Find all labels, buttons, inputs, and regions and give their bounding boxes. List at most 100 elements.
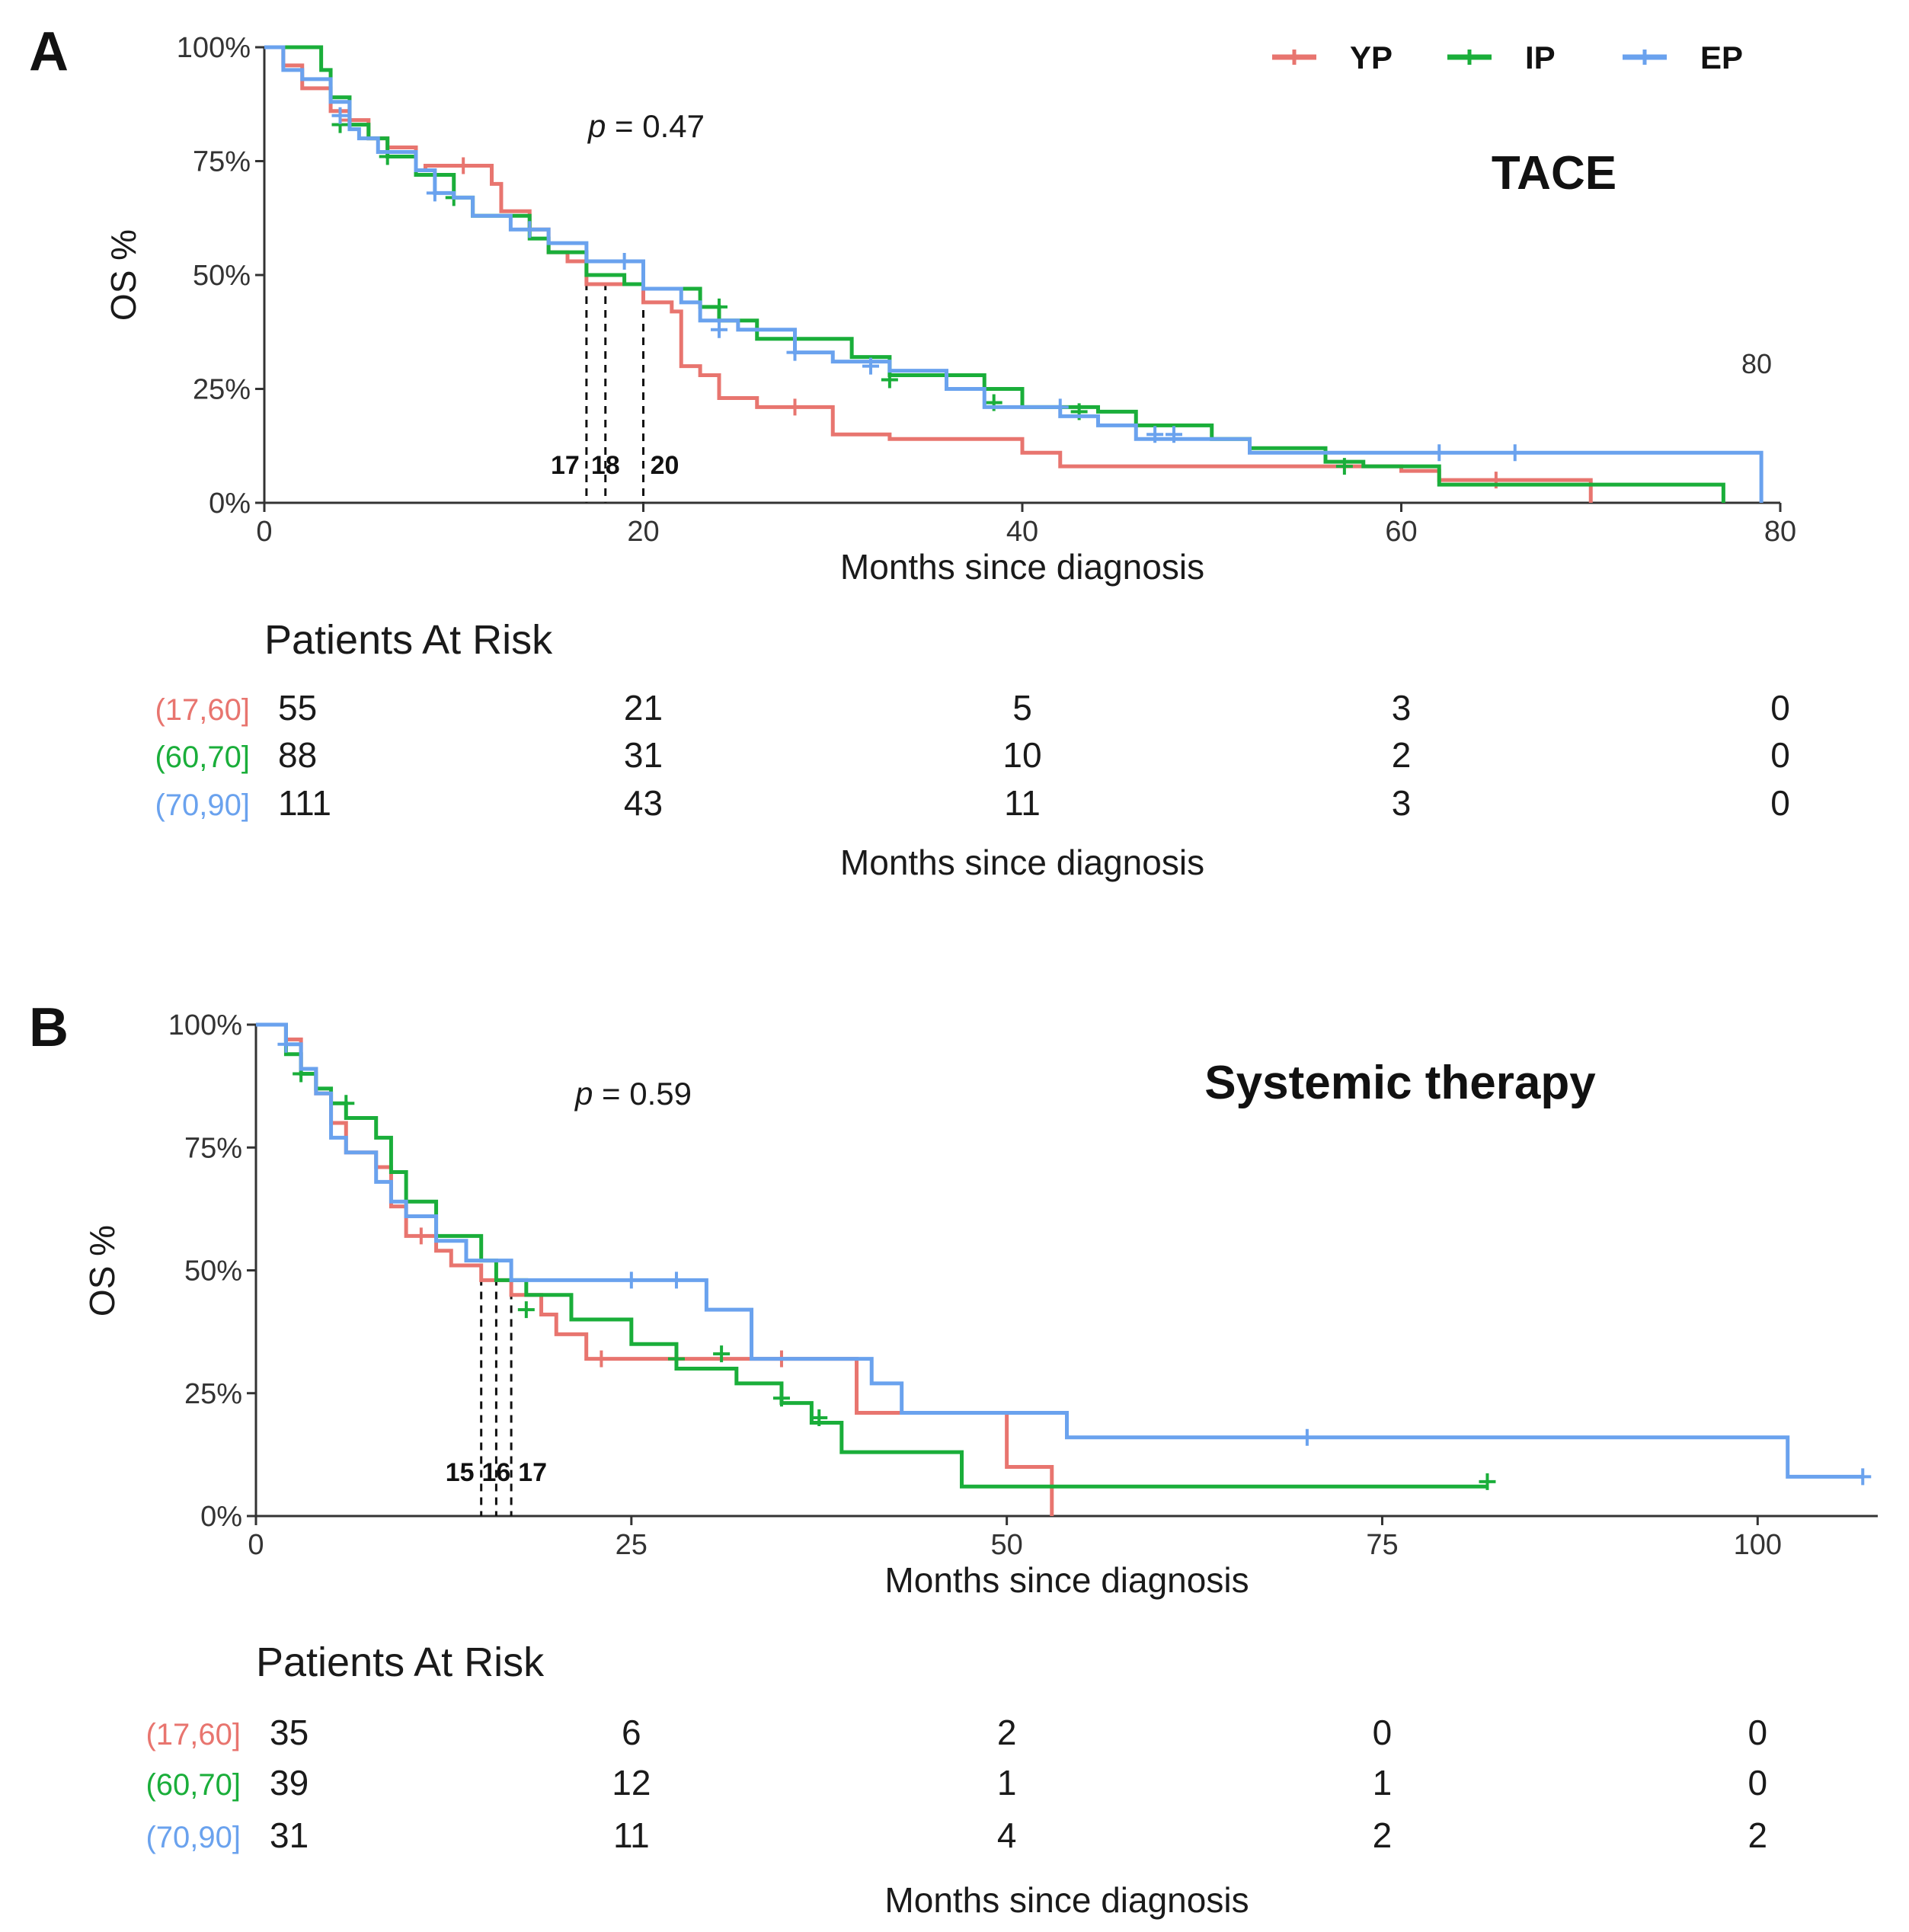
censor-mark [786, 398, 804, 416]
y-tick-label: 100% [168, 1009, 242, 1041]
x-tick-label: 20 [627, 516, 659, 548]
risk-count: 2 [997, 1713, 1017, 1752]
survival-curve-ep [264, 45, 1764, 503]
censor-mark [811, 1409, 828, 1426]
censor-mark [1854, 1468, 1872, 1486]
y-tick-label: 75% [184, 1132, 242, 1164]
risk-count: 3 [1392, 783, 1412, 823]
risk-count: 11 [613, 1815, 650, 1855]
censor-mark [455, 157, 472, 174]
risk-count: 6 [622, 1713, 641, 1752]
risk-count: 0 [1770, 688, 1790, 728]
risk-count: 21 [624, 688, 663, 728]
risk-count: 88 [278, 735, 317, 775]
censor-mark [277, 1035, 295, 1053]
y-axis-title: OS % [82, 1225, 122, 1316]
censor-mark [1335, 458, 1353, 475]
y-tick-label: 0% [209, 488, 251, 520]
risk-count: 31 [624, 735, 663, 775]
risk-row-label: (17,60] [145, 1718, 241, 1751]
censor-mark [667, 1350, 685, 1367]
censor-mark [713, 1345, 731, 1363]
risk-count: 0 [1748, 1713, 1767, 1752]
censor-mark [1166, 426, 1182, 443]
y-tick-label: 50% [193, 260, 251, 292]
censor-mark [337, 1095, 355, 1112]
risk-count: 0 [1770, 783, 1790, 823]
risk-row-label: (60,70] [155, 740, 250, 774]
risk-count: 1 [997, 1763, 1017, 1802]
risk-count: 2 [1373, 1815, 1393, 1855]
median-label: 17 [518, 1458, 547, 1487]
plot-title: Systemic therapy [1204, 1057, 1596, 1109]
censor-mark [862, 357, 879, 375]
legend: YP IP EP [1272, 40, 1743, 75]
censor-mark [772, 1390, 790, 1407]
risk-count: 0 [1770, 735, 1790, 775]
median-label: 20 [651, 451, 680, 480]
survival-curve-yp [264, 45, 1593, 503]
risk-table-title: Patients At Risk [256, 1639, 545, 1685]
risk-row-yp: (17,60] 55 21 5 3 0 [155, 688, 1789, 728]
x-tick-label: 25 [616, 1529, 648, 1561]
x-tick-label: 80 [1764, 516, 1796, 548]
censor-mark [1479, 1473, 1496, 1490]
risk-count: 12 [612, 1763, 651, 1802]
y-tick-label: 50% [184, 1255, 242, 1287]
risk-count: 4 [997, 1815, 1017, 1855]
p-value-number: = 0.47 [606, 108, 705, 144]
risk-count: 31 [270, 1815, 309, 1855]
series-ep [256, 1022, 1872, 1486]
risk-count: 0 [1373, 1713, 1393, 1752]
series-ip [264, 45, 1725, 503]
legend-label: EP [1700, 40, 1743, 75]
median-label: 17 [551, 451, 580, 480]
risk-count: 10 [1002, 735, 1041, 775]
plot-title: TACE [1492, 147, 1616, 200]
censor-mark [593, 1350, 610, 1367]
risk-table: Patients At Risk(17,60] 35 6 2 0 0(60,70] 39 12… [145, 1639, 1767, 1920]
survival-curve-ep [256, 1022, 1863, 1479]
risk-count: 55 [278, 688, 317, 728]
risk-row-ip: (60,70] 39 12 1 1 0 [145, 1763, 1767, 1802]
censor-mark [412, 1227, 430, 1245]
risk-row-label: (17,60] [155, 693, 250, 727]
y-tick-label: 0% [200, 1501, 242, 1533]
risk-row-label: (70,90] [155, 788, 250, 822]
legend-item-ep: EP [1623, 40, 1743, 75]
x-tick-label: 50 [991, 1529, 1023, 1561]
legend-item-yp: YP [1272, 40, 1393, 75]
y-tick-label: 75% [193, 146, 251, 178]
median-label: 15 [446, 1458, 475, 1487]
risk-count: 2 [1392, 735, 1412, 775]
panel-letter: B [29, 997, 69, 1058]
series-ep [264, 45, 1764, 503]
risk-row-label: (60,70] [145, 1768, 241, 1802]
risk-count: 39 [270, 1763, 309, 1802]
censor-mark [622, 1271, 640, 1289]
censor-mark [881, 371, 898, 389]
risk-table-x-title: Months since diagnosis [840, 843, 1204, 882]
median-label: 16 [481, 1458, 510, 1487]
series-yp [264, 45, 1593, 503]
risk-count: 5 [1012, 688, 1032, 728]
legend-item-ip: IP [1447, 40, 1556, 75]
y-tick-label: 25% [184, 1378, 242, 1410]
risk-table: Patients At Risk (17,60] 55 21 5 3 0 (60,70] 88 3… [155, 617, 1789, 882]
x-tick-label: 100 [1734, 1529, 1782, 1561]
p-value-number: = 0.59 [593, 1076, 692, 1112]
risk-count: 1 [1373, 1763, 1393, 1802]
censor-mark [1146, 426, 1164, 443]
risk-count: 2 [1748, 1815, 1767, 1855]
p-value-symbol: p [587, 108, 606, 144]
risk-row-ip: (60,70] 88 31 10 2 0 [155, 735, 1789, 775]
risk-row-ep: (70,90] 111 43 11 3 0 [155, 783, 1789, 823]
censor-mark [786, 344, 804, 361]
x-tick-label: 0 [256, 516, 272, 548]
risk-count: 3 [1392, 688, 1412, 728]
risk-count: 111 [278, 783, 331, 823]
censor-mark [331, 107, 349, 124]
